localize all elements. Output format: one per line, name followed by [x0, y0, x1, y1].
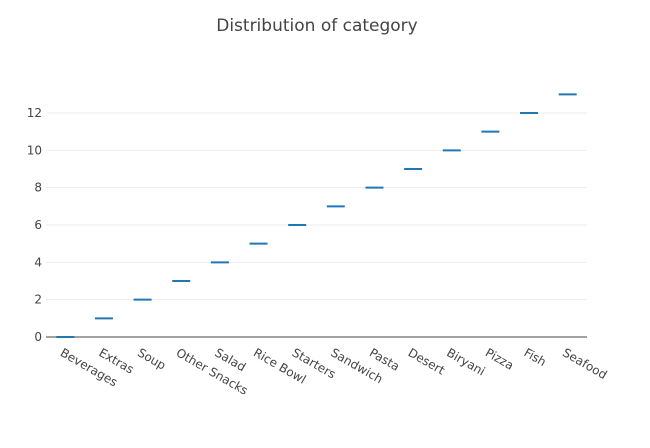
x-tick-label: Seafood: [560, 345, 609, 382]
y-tick-label: 4: [34, 255, 42, 269]
y-tick-label: 10: [27, 143, 42, 157]
gridlines: [46, 112, 587, 338]
x-tick-label: Desert: [406, 345, 448, 377]
chart-title: Distribution of category: [216, 16, 418, 36]
y-tick-label: 8: [34, 181, 42, 195]
y-tick-label: 2: [34, 293, 42, 307]
x-tick-label: Fish: [522, 345, 549, 369]
x-tick-label: Biryani: [444, 345, 487, 378]
y-tick-label: 12: [27, 106, 42, 120]
y-axis-ticks: 0 2 4 6 8 10 12: [27, 106, 42, 344]
y-tick-label: 0: [34, 330, 42, 344]
y-tick-label: 6: [34, 218, 42, 232]
data-marks: [56, 93, 577, 338]
x-tick-label: Soup: [135, 345, 168, 372]
x-tick-label: Pizza: [483, 345, 516, 372]
